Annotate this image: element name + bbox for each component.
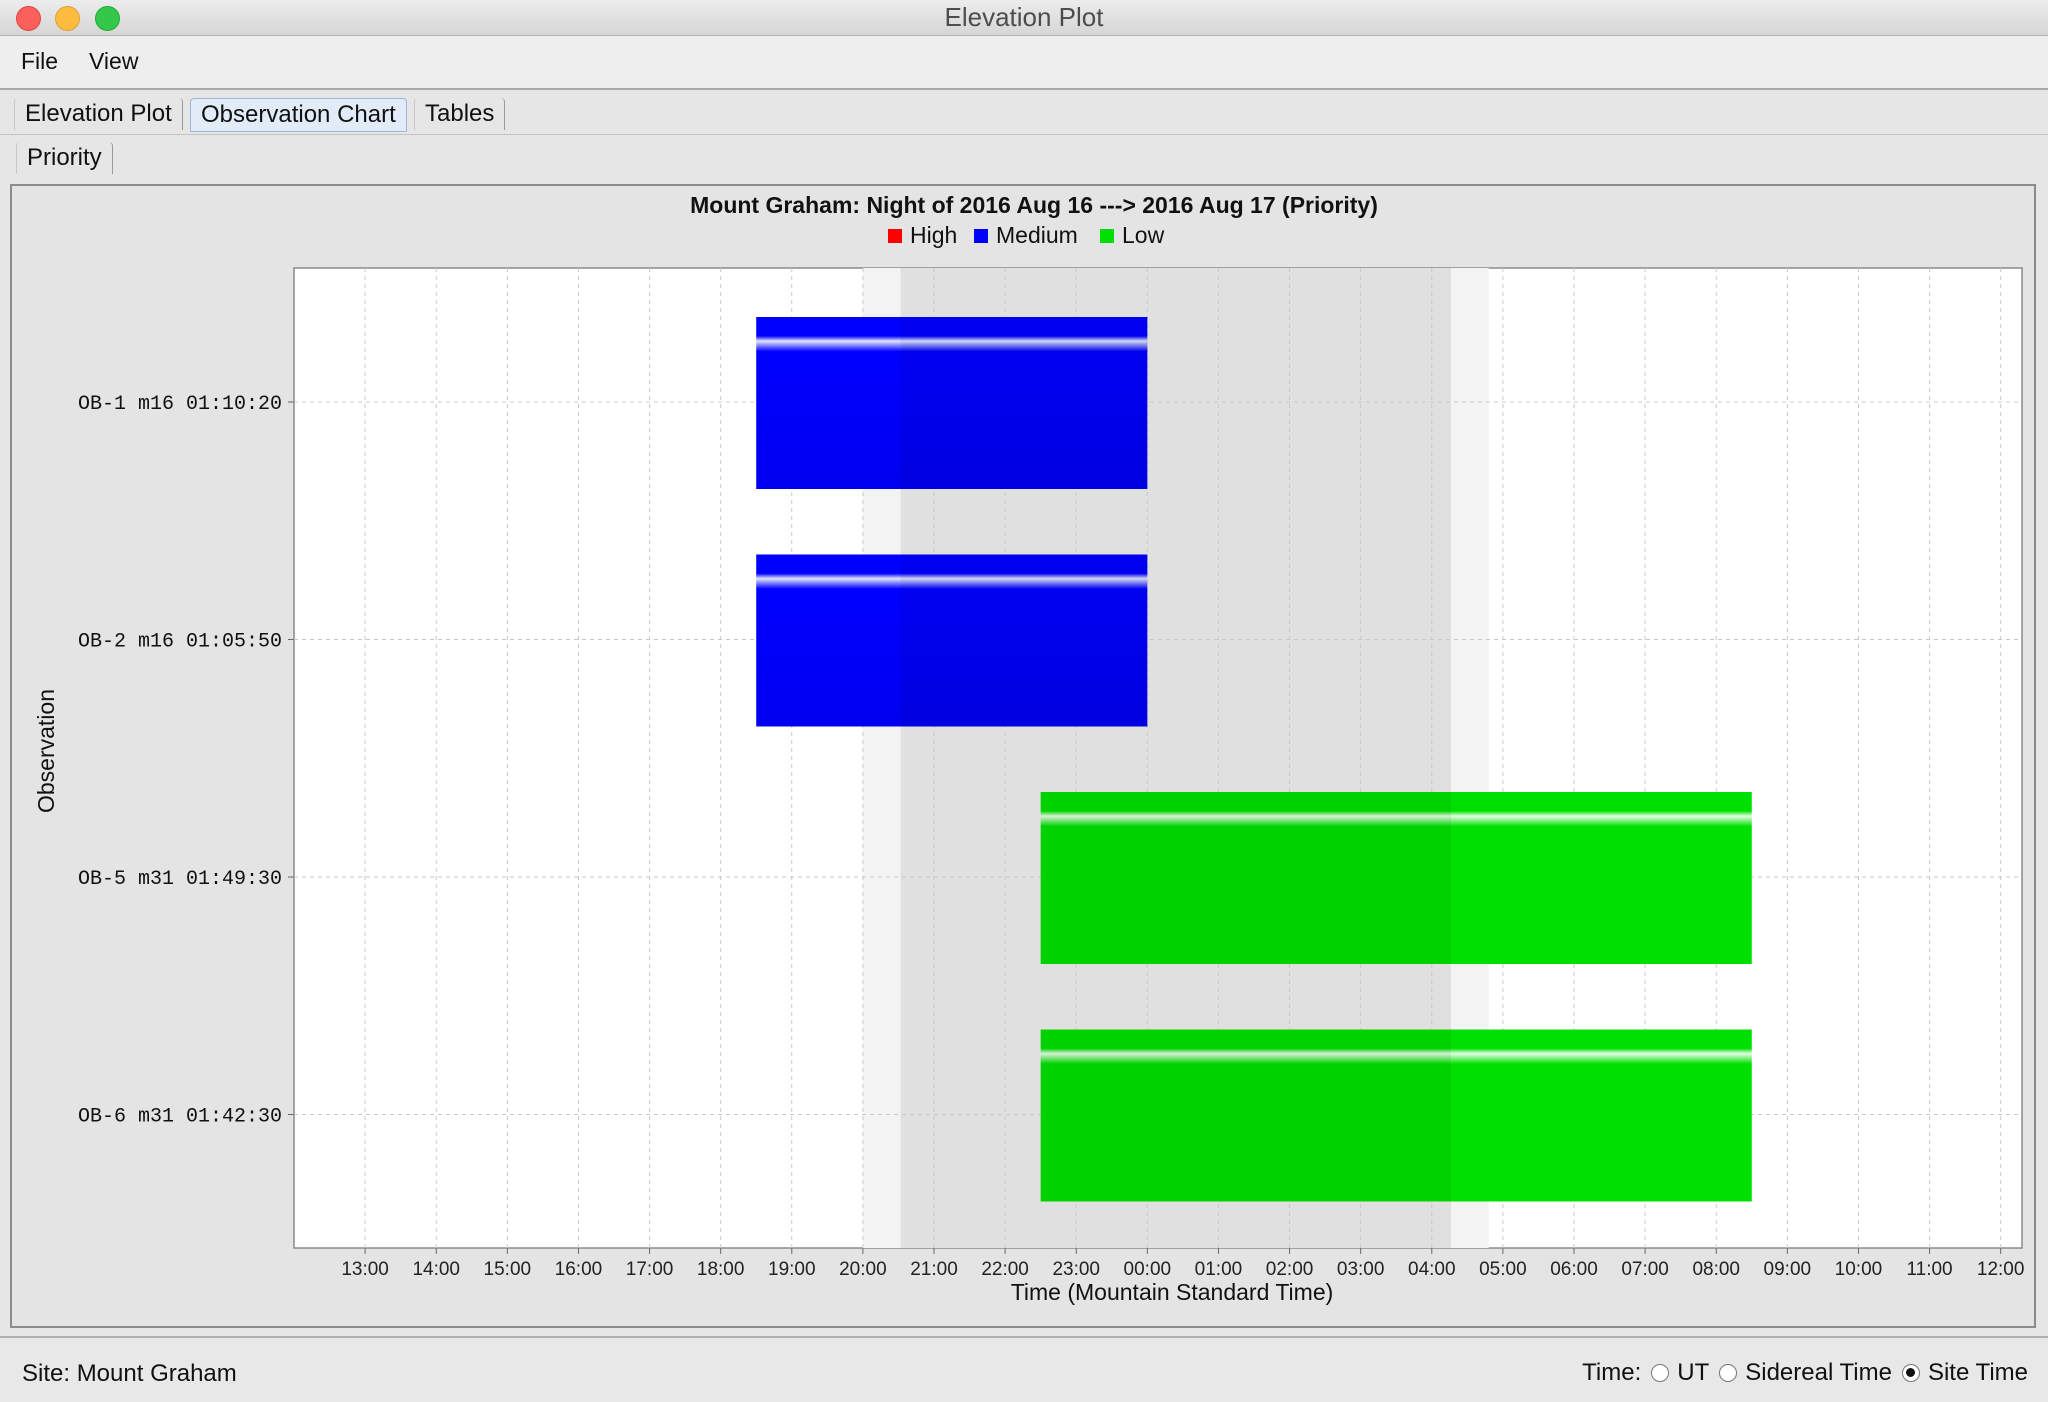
x-tick-label: 14:00 [412,1259,460,1280]
x-tick-label: 19:00 [768,1259,816,1280]
main-tab-bar: Elevation Plot Observation Chart Tables [0,92,2048,135]
x-tick-label: 11:00 [1906,1259,1952,1280]
y-tick-label: OB-2 m16 01:05:50 [78,631,282,654]
legend-label-high: High [910,222,957,248]
x-tick-label: 03:00 [1337,1259,1385,1280]
radio-ut-label[interactable]: UT [1677,1359,1710,1386]
legend-label-medium: Medium [996,222,1078,248]
radio-ut[interactable] [1651,1364,1670,1382]
x-tick-label: 00:00 [1124,1259,1172,1280]
site-label: Site: Mount Graham [22,1360,237,1387]
tab-elevation-plot[interactable]: Elevation Plot [14,98,183,130]
x-tick-label: 02:00 [1266,1259,1314,1280]
x-tick-label: 10:00 [1835,1259,1883,1280]
x-tick-label: 17:00 [626,1259,674,1280]
x-tick-label: 06:00 [1550,1259,1598,1280]
sub-tab-bar: Priority [0,138,2048,180]
x-tick-label: 01:00 [1195,1259,1243,1280]
observation-bar[interactable] [1040,1029,1752,1202]
y-axis-label: Observation [33,689,59,813]
y-tick-label: OB-6 m31 01:42:30 [78,1106,282,1129]
legend-swatch-high [888,229,902,243]
x-tick-label: 04:00 [1408,1259,1456,1280]
y-tick-label: OB-1 m16 01:10:20 [78,393,282,416]
y-tick-label: OB-5 m31 01:49:30 [78,868,282,891]
observation-bar-night-overlay [900,554,1148,727]
menu-view[interactable]: View [89,48,139,74]
chart-legend: High Medium Low [888,222,1165,248]
x-tick-label: 09:00 [1764,1259,1812,1280]
x-tick-label: 15:00 [484,1259,532,1280]
legend-swatch-low [1100,229,1114,243]
x-tick-label: 07:00 [1621,1259,1669,1280]
observation-chart-panel: Mount Graham: Night of 2016 Aug 16 ---> … [10,184,2036,1328]
radio-site-time[interactable] [1901,1364,1920,1382]
time-label: Time: [1582,1359,1642,1386]
x-tick-label: 18:00 [697,1259,745,1280]
x-tick-label: 08:00 [1692,1259,1740,1280]
radio-site-time-label[interactable]: Site Time [1927,1359,2028,1386]
legend-swatch-medium [974,229,988,243]
radio-sidereal-time-label[interactable]: Sidereal Time [1745,1359,1892,1386]
status-bar: Site: Mount Graham Time: UT Sidereal Tim… [0,1336,2048,1402]
chart-title: Mount Graham: Night of 2016 Aug 16 ---> … [690,192,1378,218]
x-tick-label: 23:00 [1052,1259,1100,1280]
x-tick-label: 20:00 [839,1259,887,1280]
x-tick-label: 21:00 [910,1259,958,1280]
legend-label-low: Low [1122,222,1165,248]
observation-bar[interactable] [756,317,1148,489]
title-bar: Elevation Plot [0,0,2048,36]
x-tick-label: 22:00 [981,1259,1029,1280]
observation-bar-night-overlay [900,317,1148,489]
observation-bar[interactable] [756,554,1148,727]
x-axis-label: Time (Mountain Standard Time) [1011,1279,1334,1305]
radio-sidereal-time[interactable] [1719,1364,1738,1382]
x-tick-label: 05:00 [1479,1259,1527,1280]
close-window-button[interactable] [16,6,41,31]
plot-area: OB-1 m16 01:10:20 OB-2 m16 01:05:50 OB-5 m… [78,267,2025,1280]
observation-chart: Mount Graham: Night of 2016 Aug 16 ---> … [33,192,2025,1305]
observation-bar[interactable] [1040,792,1752,964]
tab-priority[interactable]: Priority [16,142,113,174]
observation-bar-night-overlay [1040,792,1451,964]
x-tick-label: 16:00 [555,1259,603,1280]
time-mode-group: Time: UT Sidereal Time Site Time [1582,1358,2028,1388]
tab-tables[interactable]: Tables [414,98,506,130]
menu-bar: File View [0,36,2048,90]
menu-file[interactable]: File [21,48,59,74]
window-title: Elevation Plot [944,2,1104,32]
x-tick-label: 12:00 [1977,1259,2025,1280]
minimize-window-button[interactable] [55,6,80,31]
observation-bar-night-overlay [1040,1029,1451,1202]
maximize-window-button[interactable] [95,6,120,31]
x-tick-label: 13:00 [341,1259,389,1280]
tab-observation-chart[interactable]: Observation Chart [190,98,407,132]
